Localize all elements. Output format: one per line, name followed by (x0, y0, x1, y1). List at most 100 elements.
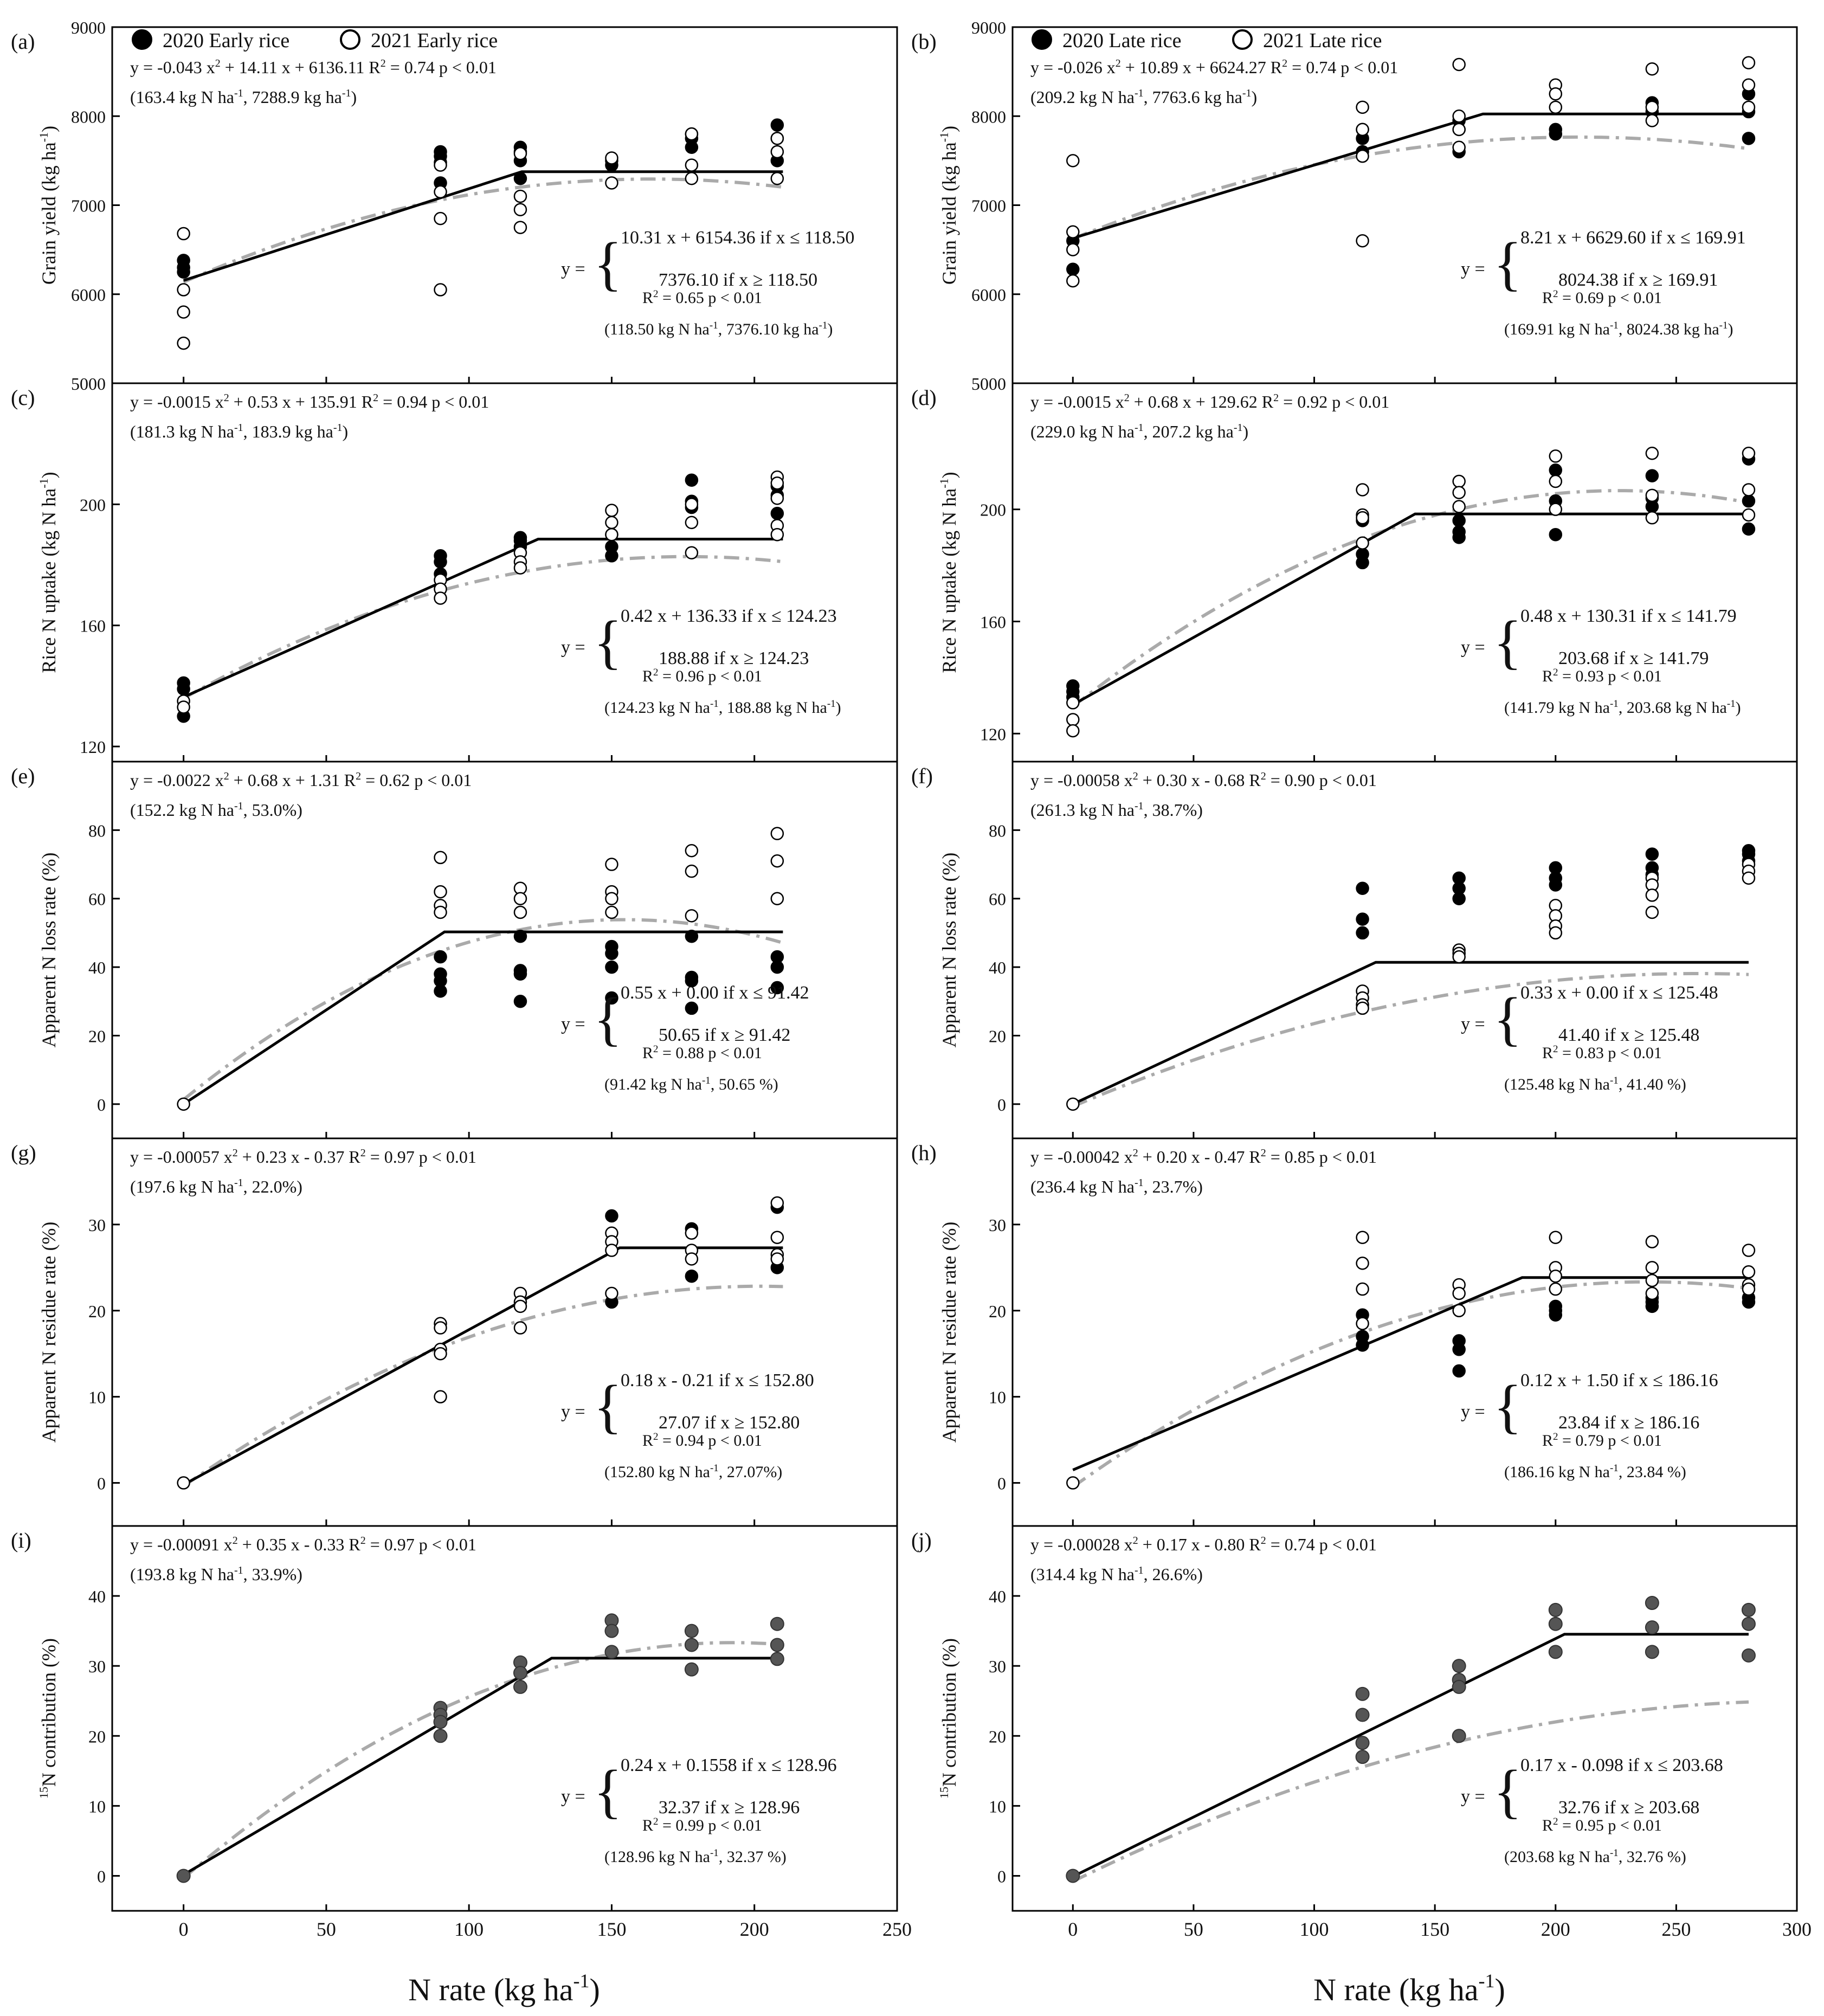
quadratic-optimum: (261.3 kg N ha-1​, 38.7%) (1030, 800, 1203, 820)
piecewise-brace: { (1493, 609, 1522, 675)
data-point-grey (1741, 1602, 1756, 1617)
y-axis-label: Grain yield (kg ha-1​) (37, 126, 60, 285)
y-tick-label: 160 (980, 612, 1006, 632)
data-point-open (177, 305, 190, 319)
data-point-filled (513, 929, 527, 943)
x-tick-label: 250 (882, 1918, 912, 1940)
piecewise-brace: { (1493, 230, 1522, 297)
y-tick-label: 60 (88, 890, 106, 909)
data-point-open (1549, 87, 1563, 101)
piecewise-optimum: (128.96 kg N ha-1​, 32.37 %) (604, 1847, 787, 1866)
piecewise-line-2: 203.68 if x ≥ 141.79 (1558, 648, 1709, 668)
x-tick-label: 150 (1420, 1918, 1449, 1940)
y-axis-label: Apparent N loss rate (%) (38, 853, 60, 1048)
data-point-open (513, 905, 527, 919)
data-point-open (1066, 1476, 1080, 1490)
data-point-open (434, 851, 447, 865)
legend-marker-2020-early (132, 29, 152, 50)
y-tick-label: 30 (989, 1657, 1006, 1676)
data-point-filled (685, 1269, 699, 1283)
y-tick-label: 10 (989, 1388, 1006, 1407)
x-tick-label: 200 (1541, 1918, 1570, 1940)
data-point-grey (1548, 1616, 1563, 1631)
data-point-open (770, 1252, 784, 1266)
data-point-open (770, 854, 784, 868)
panel-i: 0 10 20 30 40 15​N contribution (%) 0 50 100 150 2… (11, 1525, 912, 1940)
piecewise-optimum: (124.23 kg N ha-1​, 188.88 kg N ha-1​) (604, 698, 841, 717)
data-point-open (177, 283, 190, 297)
data-point-open (513, 203, 527, 216)
panel-b: 5000 6000 7000 8000 9000 Grain yield (kg ha-1… (911, 18, 1798, 394)
data-point-grey (1066, 1869, 1080, 1883)
data-point-open (1066, 243, 1080, 256)
data-point-open (434, 1390, 447, 1403)
piecewise-line-1: 0.48 x + 130.31 if x ≤ 141.79 (1520, 606, 1737, 626)
plot-frame (111, 1525, 898, 1912)
data-point-open (685, 127, 699, 141)
data-point-open (685, 1252, 699, 1266)
panel-label: (e) (11, 764, 35, 788)
data-point-filled (605, 960, 618, 974)
quadratic-equation: y = -0.00028 x2​ + 0.17 x - 0.80 R2​ = 0… (1030, 1535, 1377, 1554)
piecewise-brace: { (1493, 1758, 1522, 1824)
linear-plateau-line (1072, 1633, 1749, 1878)
data-point-grey (770, 1638, 784, 1652)
y-tick-label: 40 (989, 958, 1006, 977)
data-point-open (177, 1476, 190, 1490)
piecewise-r2: R2​ = 0.83 p < 0.01 (1542, 1044, 1662, 1062)
data-point-open (1356, 100, 1369, 114)
piecewise-y-label: y = (561, 1787, 585, 1807)
data-point-open (1452, 474, 1466, 488)
data-point-filled (685, 140, 699, 154)
data-point-open (1645, 62, 1659, 76)
quadratic-fit-line (183, 177, 783, 284)
data-point-grey (1452, 1679, 1466, 1694)
data-point-open (1645, 1235, 1659, 1248)
panel-j: 0 10 20 30 40 15​N contribution (%) 0 50 100 150 2… (911, 1525, 1812, 1940)
y-tick-label: 0 (997, 1866, 1006, 1886)
x-tick-label: 50 (1184, 1918, 1203, 1940)
piecewise-brace: { (594, 986, 622, 1052)
y-tick-label: 80 (88, 821, 106, 840)
data-point-open (1356, 483, 1369, 497)
quadratic-equation: y = -0.0015 x2​ + 0.68 x + 129.62 R2​ = … (1030, 392, 1389, 411)
piecewise-r2: R2​ = 0.65 p < 0.01 (642, 288, 762, 307)
data-point-open (605, 1286, 618, 1300)
data-point-filled (1645, 469, 1659, 482)
piecewise-line-2: 41.40 if x ≥ 125.48 (1558, 1025, 1699, 1045)
x-tick-label: 50 (317, 1918, 336, 1940)
data-point-open (1066, 225, 1080, 239)
data-point-open (770, 1196, 784, 1210)
piecewise-r2: R2​ = 0.96 p < 0.01 (642, 667, 762, 685)
data-point-open (1742, 100, 1756, 114)
piecewise-line-1: 10.31 x + 6154.36 if x ≤ 118.50 (621, 228, 854, 248)
piecewise-y-label: y = (1461, 259, 1485, 279)
data-point-filled (1742, 1295, 1756, 1309)
piecewise-line-1: 0.18 x - 0.21 if x ≤ 152.80 (621, 1370, 814, 1390)
data-point-open (513, 146, 527, 160)
data-point-filled (685, 473, 699, 487)
data-point-open (1452, 1286, 1466, 1300)
data-point-filled (685, 974, 699, 988)
data-point-filled (434, 555, 447, 569)
piecewise-line-2: 188.88 if x ≥ 124.23 (659, 648, 809, 668)
quadratic-optimum: (163.4 kg N ha-1​, 7288.9 kg ha-1​) (130, 87, 357, 107)
y-axis-label: Grain yield (kg ha-1​) (937, 126, 960, 285)
piecewise-r2: R2​ = 0.79 p < 0.01 (1542, 1431, 1662, 1450)
data-point-filled (1549, 463, 1563, 477)
linear-plateau-line (183, 170, 783, 282)
data-point-open (1645, 1286, 1659, 1300)
data-point-open (434, 1321, 447, 1335)
data-point-open (1742, 447, 1756, 460)
data-point-filled (1452, 1343, 1466, 1356)
y-tick-label: 6000 (971, 285, 1006, 305)
piecewise-line-2: 23.84 if x ≥ 186.16 (1558, 1413, 1699, 1433)
piecewise-y-label: y = (1461, 1402, 1485, 1422)
data-point-open (434, 211, 447, 226)
data-point-open (1356, 1257, 1369, 1270)
piecewise-r2: R2​ = 0.94 p < 0.01 (642, 1431, 762, 1450)
data-point-filled (1452, 514, 1466, 527)
y-tick-label: 20 (88, 1026, 106, 1046)
data-point-open (1645, 905, 1659, 919)
data-point-filled (1066, 262, 1080, 276)
